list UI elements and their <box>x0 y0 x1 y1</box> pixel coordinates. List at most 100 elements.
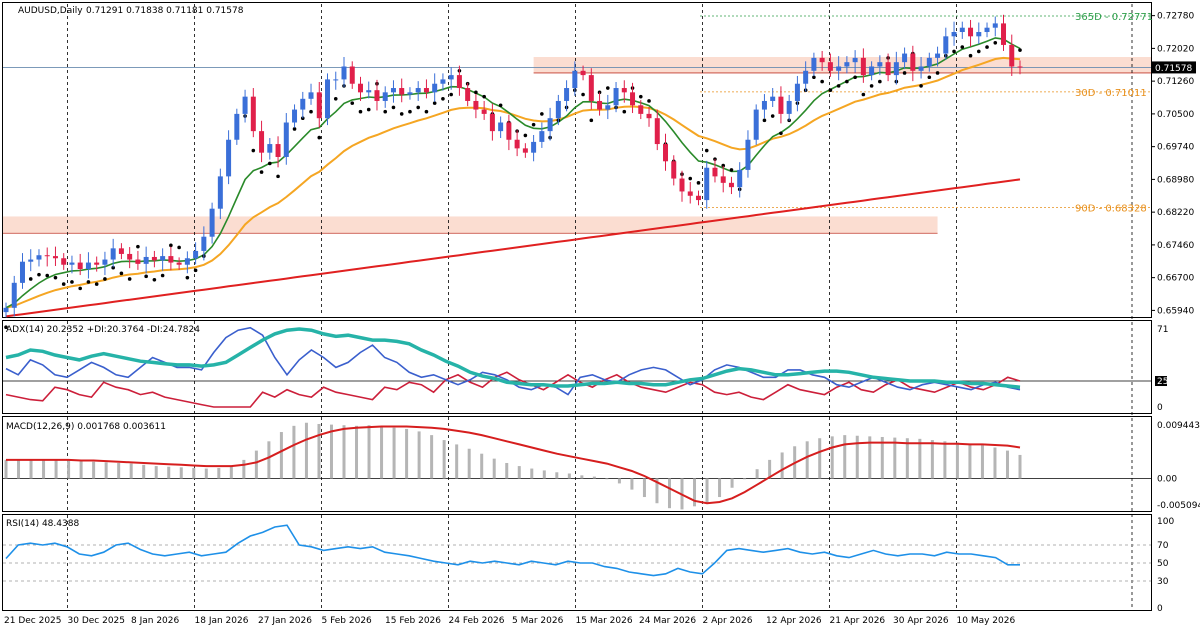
macd-bar-59 <box>743 478 747 480</box>
candle-body-118 <box>976 32 982 37</box>
macd-bar-13 <box>167 466 171 479</box>
psar-dot-33 <box>276 174 280 179</box>
price-tick-label-8: 0.66700 <box>1157 274 1194 284</box>
price-tick-label-1: 0.72020 <box>1157 44 1194 54</box>
psar-dot-35 <box>292 127 297 131</box>
candle-body-52 <box>432 83 438 93</box>
candle-body-0 <box>3 307 9 313</box>
psar-dot-49 <box>408 109 412 114</box>
vertical-gridlines <box>67 4 1133 610</box>
macd-bar-6 <box>79 461 83 479</box>
candle-body-45 <box>374 90 380 101</box>
psar-dot-92 <box>762 118 767 123</box>
ma-slow-line <box>5 178 1021 318</box>
candle-body-7 <box>61 258 67 265</box>
psar-dot-73 <box>606 86 610 90</box>
candle-body-117 <box>968 27 974 37</box>
candle-body-21 <box>176 262 182 265</box>
candle-body-47 <box>390 88 396 93</box>
psar-dot-23 <box>193 268 198 273</box>
candle-body-48 <box>399 88 405 95</box>
last-price-label: 0.71578 <box>1155 64 1192 74</box>
candle-body-102 <box>844 62 850 67</box>
candle-body-4 <box>36 255 42 260</box>
date-axis: 21 Dec 2025 30 Dec 2025 8 Jan 2026 18 Jan 2… <box>4 616 1015 626</box>
psar-dot-6 <box>53 275 58 280</box>
psar-dot-58 <box>482 94 486 99</box>
candle-body-39 <box>325 79 331 119</box>
psar-dot-32 <box>268 161 272 166</box>
zone-1 <box>533 57 1151 73</box>
candle-body-16 <box>135 259 141 264</box>
macd-tick-label-1: 0.00 <box>1157 474 1177 484</box>
candle-body-63 <box>522 148 528 153</box>
macd-bar-40 <box>505 462 509 479</box>
psar-dot-88 <box>729 168 734 172</box>
candle-body-44 <box>366 90 372 93</box>
psar-dot-83 <box>688 176 693 181</box>
macd-bar-53 <box>667 478 671 509</box>
macd-bar-37 <box>467 448 471 479</box>
candle-body-80 <box>663 144 669 162</box>
candle-body-54 <box>448 75 454 80</box>
candle-body-81 <box>671 161 677 179</box>
psar-dot-77 <box>638 94 643 99</box>
macd-bar-58 <box>730 478 734 488</box>
rsi-line <box>5 524 1020 577</box>
macd-bar-41 <box>517 466 521 479</box>
psar-dot-85 <box>704 148 709 153</box>
candle-body-103 <box>852 57 858 63</box>
psar-dot-44 <box>366 107 371 112</box>
psar-dot-47 <box>391 105 396 110</box>
psar-dot-48 <box>399 112 404 116</box>
macd-bar-36 <box>455 444 459 479</box>
macd-tick-label-2: -0.005094 <box>1157 501 1200 511</box>
psar-dot-100 <box>828 88 833 92</box>
macd-bar-19 <box>242 459 246 479</box>
moving-averages <box>5 37 1021 318</box>
macd-bar-67 <box>843 435 847 479</box>
date-label-13: 21 Apr 2026 <box>830 616 886 626</box>
psar-dot-98 <box>812 75 816 80</box>
macd-bar-17 <box>217 467 221 479</box>
candle-body-51 <box>423 88 429 93</box>
psar-dot-13 <box>111 265 115 270</box>
psar-dot-5 <box>45 273 50 278</box>
candle-body-120 <box>992 23 998 28</box>
candle-body-1 <box>11 282 17 308</box>
psar-dot-84 <box>696 181 701 185</box>
psar-dot-37 <box>309 109 313 114</box>
psar-dot-19 <box>160 273 165 278</box>
candle-body-66 <box>547 118 553 132</box>
psar-dot-46 <box>383 109 388 114</box>
date-label-11: 2 Apr 2026 <box>703 616 753 626</box>
psar-dot-63 <box>523 133 528 138</box>
adx-main-line <box>5 327 1021 389</box>
candle-body-34 <box>283 122 289 157</box>
psar-dot-38 <box>317 135 322 140</box>
psar-dot-102 <box>845 79 849 84</box>
last-price-box <box>1152 61 1196 74</box>
date-label-14: 30 Apr 2026 <box>893 616 949 626</box>
ma-mid-line <box>5 56 1021 309</box>
macd-bar-3 <box>42 459 46 479</box>
macd-bar-73 <box>918 438 922 479</box>
psar-dot-0 <box>4 325 8 330</box>
macd-bar-31 <box>392 427 396 479</box>
candle-body-82 <box>679 178 685 192</box>
price-tick-label-2: 0.71260 <box>1157 77 1194 87</box>
psar-dot-120 <box>993 40 998 45</box>
price-tick-label-4: 0.69740 <box>1157 143 1194 153</box>
psar-dot-42 <box>350 101 355 105</box>
candle-body-86 <box>712 167 718 177</box>
candle-body-101 <box>836 66 842 71</box>
macd-bar-78 <box>980 445 984 479</box>
psar-dot-15 <box>127 277 132 281</box>
candle-body-96 <box>794 83 800 101</box>
date-label-10: 24 Mar 2026 <box>639 616 696 626</box>
candle-body-25 <box>209 208 215 237</box>
psar-dot-54 <box>449 92 453 97</box>
macd-bar-52 <box>655 478 659 504</box>
macd-bar-23 <box>292 425 296 479</box>
psar-dot-51 <box>424 109 429 114</box>
